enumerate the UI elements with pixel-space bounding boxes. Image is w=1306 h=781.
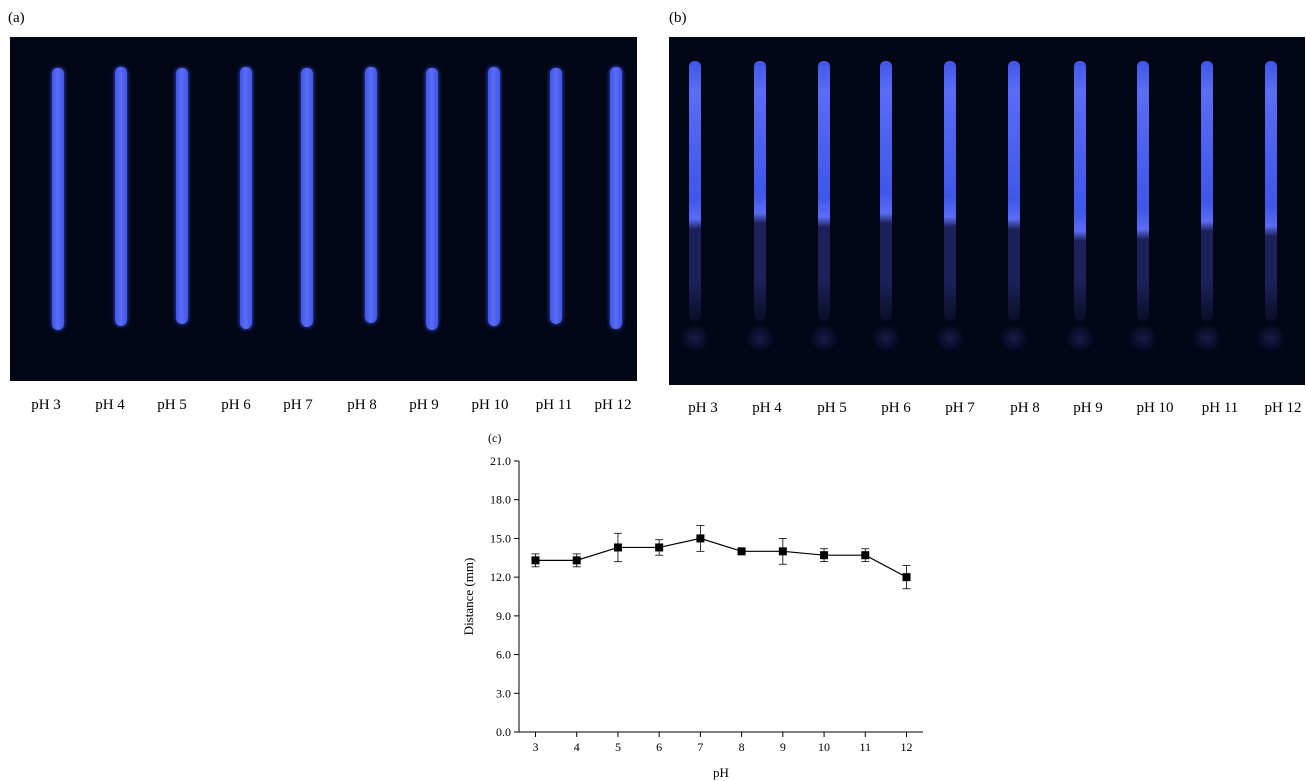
distance-vs-ph-chart: 0.0 3.0 6.0 9.0 12.0 15.0 18.0 21.0 3 4 5 6 7 8 9 10 11 1… [461, 454, 923, 780]
x-tick-label: 9 [780, 740, 786, 754]
lane-label: pH 9 [1073, 400, 1103, 416]
test-strip [1137, 61, 1149, 321]
sample-spot [681, 325, 709, 351]
sample-spot [1066, 325, 1094, 351]
x-tick-label: 6 [656, 740, 662, 754]
y-tick-label: 3.0 [496, 686, 511, 700]
sample-spot [936, 325, 964, 351]
lane-label: pH 5 [157, 397, 187, 413]
test-strip [1201, 61, 1213, 321]
sample-spot [1000, 325, 1028, 351]
lane-label: pH 8 [1010, 400, 1040, 416]
test-strip [365, 67, 377, 323]
test-strip [115, 67, 127, 326]
sample-spot [746, 325, 774, 351]
test-strip [944, 61, 956, 321]
data-point [613, 543, 622, 552]
test-strip [610, 67, 622, 329]
y-tick-label: 12.0 [490, 570, 511, 584]
x-tick-label: 4 [574, 740, 580, 754]
panel-c-label: (c) [488, 431, 502, 445]
x-tick-label: 11 [860, 740, 872, 754]
x-tick-label: 5 [615, 740, 621, 754]
data-point [861, 551, 870, 560]
test-strip [52, 68, 64, 330]
test-strip [689, 61, 701, 321]
lane-label: pH 11 [1201, 400, 1239, 416]
data-point [655, 543, 664, 552]
lane-label: pH 8 [347, 397, 377, 413]
test-strip [550, 68, 562, 324]
y-tick-label: 21.0 [490, 454, 511, 468]
lane-label: pH 7 [283, 397, 313, 413]
lane-label: pH 6 [221, 397, 251, 413]
test-strip [240, 67, 252, 329]
test-strip [301, 68, 313, 327]
lane-label: pH 4 [752, 400, 782, 416]
y-tick-label: 6.0 [496, 648, 511, 662]
lane-label: pH 5 [817, 400, 847, 416]
lane-label: pH 12 [1264, 400, 1302, 416]
x-tick-label: 10 [818, 740, 830, 754]
panel-a-label: (a) [8, 10, 25, 26]
test-strip [176, 68, 188, 324]
test-strip [754, 61, 766, 321]
panel-b-label: (b) [669, 10, 687, 26]
panel-a-photo [10, 37, 637, 381]
data-point [572, 556, 581, 565]
lane-label: pH 6 [881, 400, 911, 416]
test-strip [1265, 61, 1277, 321]
lane-label: pH 3 [688, 400, 718, 416]
data-point [820, 551, 829, 560]
lane-label: pH 10 [471, 397, 509, 413]
lane-label: pH 12 [594, 397, 632, 413]
y-tick-label: 0.0 [496, 725, 511, 739]
lane-label: pH 9 [409, 397, 439, 413]
x-axis-label: pH [713, 765, 729, 780]
y-axis-label: Distance (mm) [461, 558, 476, 636]
panel-b-photo [669, 37, 1305, 385]
test-strip [1074, 61, 1086, 321]
test-strip [818, 61, 830, 321]
sample-spot [810, 325, 838, 351]
test-strip [1008, 61, 1020, 321]
lane-label: pH 7 [945, 400, 975, 416]
lane-label: pH 3 [31, 397, 61, 413]
x-tick-label: 7 [697, 740, 703, 754]
lane-label: pH 11 [535, 397, 573, 413]
data-point [778, 547, 787, 556]
y-tick-label: 9.0 [496, 609, 511, 623]
data-point [696, 534, 705, 543]
sample-spot [1129, 325, 1157, 351]
test-strip [488, 67, 500, 326]
sample-spot [872, 325, 900, 351]
y-tick-label: 18.0 [490, 493, 511, 507]
test-strip [880, 61, 892, 321]
x-tick-label: 3 [532, 740, 538, 754]
test-strip [426, 68, 438, 330]
y-tick-label: 15.0 [490, 531, 511, 545]
data-point [531, 556, 540, 565]
data-point [737, 547, 746, 556]
sample-spot [1193, 325, 1221, 351]
series-line [535, 537, 907, 578]
sample-spot [1257, 325, 1285, 351]
x-tick-label: 12 [901, 740, 913, 754]
x-tick-label: 8 [739, 740, 745, 754]
data-point [902, 573, 911, 582]
lane-label: pH 4 [95, 397, 125, 413]
lane-label: pH 10 [1136, 400, 1174, 416]
